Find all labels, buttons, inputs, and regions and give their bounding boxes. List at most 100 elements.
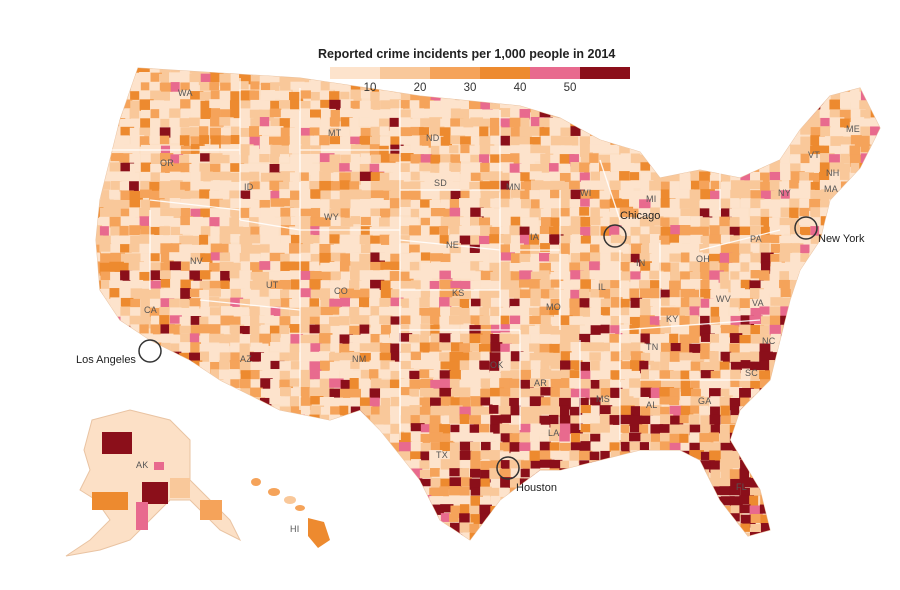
- county-cell: [280, 225, 295, 236]
- county-cell: [389, 496, 400, 507]
- county-cell: [620, 468, 632, 479]
- houston-marker: [496, 456, 520, 480]
- county-cell: [110, 244, 120, 255]
- county-cell: [719, 127, 733, 136]
- county-cell: [569, 406, 583, 418]
- county-cell: [209, 451, 222, 463]
- county-cell: [219, 388, 232, 398]
- county-cell: [570, 279, 581, 289]
- county-cell: [830, 432, 840, 445]
- county-cell: [390, 415, 403, 429]
- county-cell: [539, 424, 550, 433]
- county-cell: [849, 505, 860, 516]
- county-cell: [629, 262, 639, 276]
- county-cell: [550, 135, 562, 146]
- county-cell: [449, 477, 462, 488]
- county-cell: [479, 513, 490, 526]
- county-cell: [330, 334, 340, 344]
- county-cell: [96, 379, 100, 392]
- county-cell: [310, 208, 321, 220]
- county-cell: [619, 459, 635, 470]
- county-cell: [339, 424, 349, 438]
- county-cell: [139, 127, 151, 137]
- county-cell: [819, 279, 834, 288]
- county-cell: [779, 378, 790, 388]
- county-cell: [359, 100, 374, 110]
- county-cell: [469, 244, 481, 253]
- county-cell: [120, 270, 133, 284]
- county-cell: [570, 388, 585, 401]
- county-cell: [690, 226, 702, 237]
- county-cell: [629, 432, 642, 442]
- county-cell: [180, 531, 191, 540]
- county-cell: [189, 369, 203, 383]
- county-cell: [490, 216, 503, 227]
- county-cell: [120, 235, 133, 244]
- county-cell: [169, 72, 183, 85]
- county-cell: [700, 235, 712, 246]
- county-cell: [430, 154, 445, 164]
- county-cell: [790, 68, 805, 74]
- county-cell: [139, 72, 154, 85]
- county-cell: [180, 82, 195, 93]
- county-cell: [280, 136, 296, 147]
- county-cell: [609, 172, 625, 184]
- county-cell: [359, 117, 374, 126]
- county-cell: [790, 406, 805, 416]
- county-cell: [110, 397, 124, 407]
- county-cell: [570, 433, 580, 446]
- county-cell: [159, 172, 173, 183]
- county-cell: [871, 540, 881, 550]
- county-cell: [860, 325, 871, 339]
- county-cell: [699, 100, 710, 111]
- county-cell: [720, 558, 730, 567]
- county-cell: [810, 261, 820, 273]
- county-cell: [650, 334, 663, 346]
- county-cell: [230, 253, 241, 266]
- county-cell: [560, 271, 570, 282]
- county-cell: [130, 91, 140, 100]
- county-cell: [520, 315, 533, 325]
- county-cell: [440, 208, 455, 217]
- county-cell: [360, 468, 371, 480]
- county-cell: [320, 280, 330, 289]
- county-cell: [459, 360, 472, 371]
- county-cell: [410, 126, 424, 136]
- county-cell: [96, 306, 101, 319]
- county-cell: [520, 560, 530, 568]
- county-cell: [879, 225, 880, 237]
- county-cell: [500, 351, 510, 363]
- county-cell: [300, 252, 313, 266]
- county-cell: [839, 469, 851, 478]
- county-cell: [219, 243, 229, 253]
- county-cell: [459, 307, 473, 319]
- county-cell: [390, 243, 403, 255]
- county-cell: [640, 244, 653, 255]
- county-cell: [629, 109, 640, 122]
- county-cell: [290, 388, 303, 399]
- county-cell: [300, 288, 312, 299]
- county-cell: [840, 163, 851, 172]
- county-cell: [780, 198, 793, 211]
- county-cell: [559, 189, 571, 201]
- county-cell: [710, 324, 721, 338]
- state-label-nd: ND: [426, 133, 440, 143]
- county-cell: [410, 415, 423, 426]
- county-cell: [219, 117, 234, 126]
- county-cell: [690, 542, 705, 551]
- county-cell: [630, 406, 641, 419]
- county-cell: [539, 324, 552, 335]
- county-cell: [310, 198, 321, 208]
- county-cell: [149, 216, 164, 226]
- county-cell: [639, 360, 649, 374]
- county-cell: [279, 181, 293, 193]
- state-label-ny: NY: [778, 188, 792, 198]
- county-cell: [429, 361, 442, 370]
- county-cell: [789, 82, 800, 96]
- county-cell: [860, 216, 872, 229]
- county-cell: [129, 190, 143, 200]
- county-cell: [559, 423, 575, 434]
- county-cell: [820, 325, 834, 335]
- county-cell: [299, 162, 313, 175]
- county-cell: [881, 424, 892, 434]
